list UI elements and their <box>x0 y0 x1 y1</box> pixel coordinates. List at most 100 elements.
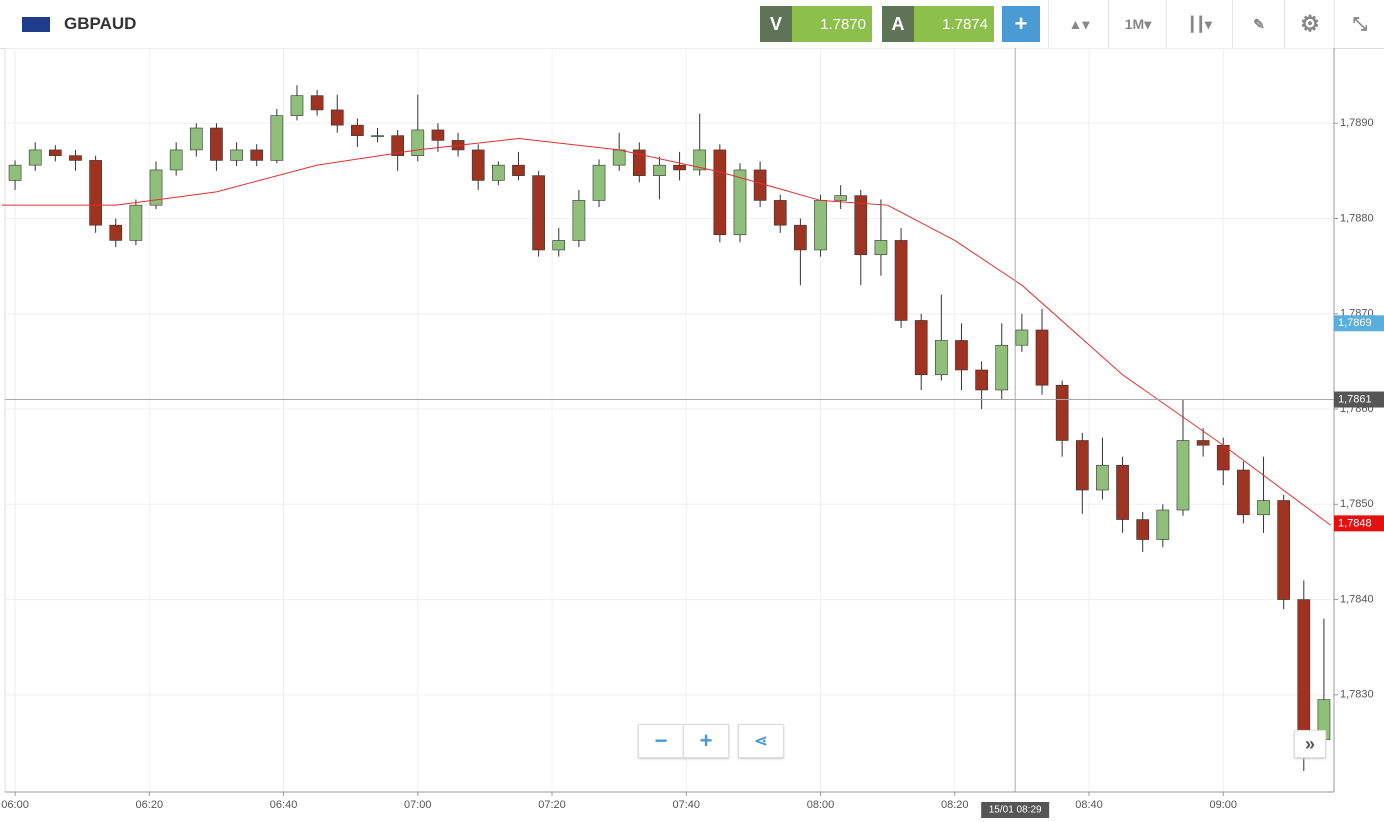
candle-body <box>1136 519 1150 540</box>
y-tick-label: 1,7890 <box>1340 117 1374 129</box>
buy-price: 1.7874 <box>914 6 994 42</box>
candle-body <box>834 195 847 201</box>
plot-area <box>4 48 1335 793</box>
candle-body <box>612 149 626 166</box>
candle-body <box>693 149 707 171</box>
symbol: GBPAUD <box>64 14 137 33</box>
candle-body <box>854 195 868 256</box>
candle-body <box>89 160 102 226</box>
candle-body <box>1015 329 1029 346</box>
candle-body <box>169 149 183 171</box>
share[interactable]: ⋖ <box>738 724 784 758</box>
scroll-end[interactable]: » <box>1294 730 1326 758</box>
x-tick-label: 08:40 <box>1075 799 1103 811</box>
candle-body <box>1257 500 1270 516</box>
chart-type-tool[interactable]: ▲▾ <box>1048 0 1109 48</box>
candle-body <box>69 155 82 161</box>
candle-body <box>733 169 747 236</box>
x-tick-label: 09:00 <box>1209 799 1237 811</box>
zoom-out[interactable]: − <box>638 724 684 758</box>
candle-body <box>491 164 505 181</box>
candle-body <box>270 115 284 161</box>
crosshair-x-label: 15/01 08:29 <box>989 805 1042 816</box>
x-tick-label: 08:00 <box>807 799 835 811</box>
candle-body <box>794 224 807 251</box>
x-tick-label: 07:40 <box>673 799 701 811</box>
candle-body <box>1237 469 1250 516</box>
price-badge <box>1334 391 1384 408</box>
price-badge <box>1334 515 1384 532</box>
draw-tool[interactable]: ✎ <box>1232 0 1285 48</box>
x-tick-label: 06:00 <box>1 799 29 811</box>
x-tick-label: 06:40 <box>270 799 298 811</box>
candle-body <box>149 169 163 206</box>
candle-body <box>914 320 928 376</box>
flag-icon <box>22 17 50 32</box>
candle-body <box>572 200 586 241</box>
x-tick-label: 06:20 <box>136 799 164 811</box>
candle-body <box>1176 440 1190 511</box>
candle-body <box>109 224 123 241</box>
candle-body <box>934 340 948 376</box>
candle-tool[interactable]: ┃┃▾ <box>1166 0 1233 48</box>
candle-body <box>653 164 666 176</box>
x-tick-label: 07:00 <box>404 799 432 811</box>
candle-body <box>532 175 545 251</box>
candle-body <box>471 149 485 181</box>
candle-body <box>48 149 62 156</box>
candle-body <box>28 149 42 166</box>
price-badge-label: 1,7861 <box>1338 393 1372 405</box>
crosshair-x-badge <box>981 802 1050 818</box>
candle-body <box>129 204 143 241</box>
toolbar: GBPAUD V 1.7870 A 1.7874 + ▲▾ 1M ▾ ┃┃▾ ✎ ⚙ … <box>0 0 1384 49</box>
candle-body <box>371 135 384 137</box>
candle-body <box>1096 464 1109 491</box>
candle-body <box>189 127 203 151</box>
chart: 1,78301,78401,78501,78601,78701,78801,78… <box>1 48 1384 818</box>
candle-body <box>773 200 787 226</box>
candle-body <box>411 129 425 156</box>
sell-label: V <box>760 6 792 42</box>
price-badge <box>1334 315 1384 332</box>
candle-body <box>310 95 324 111</box>
crosshair-tool[interactable]: + <box>1002 6 1040 42</box>
price-badge-label: 1,7848 <box>1338 517 1372 529</box>
candle-body <box>290 95 304 116</box>
sell-button[interactable]: V 1.7870 <box>760 6 872 42</box>
candle-body <box>210 127 223 161</box>
candle-body <box>632 149 646 176</box>
candle-body <box>1277 500 1290 600</box>
candle-body <box>874 240 888 256</box>
zoom-in[interactable]: + <box>683 724 729 758</box>
candle-body <box>1116 464 1129 520</box>
settings-tool[interactable]: ⚙ <box>1284 0 1335 48</box>
x-tick-label: 07:20 <box>538 799 566 811</box>
candle-body <box>713 149 727 236</box>
candle-body <box>1156 509 1170 540</box>
candle-body <box>1297 599 1311 740</box>
buy-label: A <box>882 6 914 42</box>
buy-button[interactable]: A 1.7874 <box>882 6 994 42</box>
candle-body <box>391 135 405 156</box>
candle-body <box>753 169 767 201</box>
price-badge-label: 1,7869 <box>1338 317 1372 329</box>
candle-body <box>975 369 988 391</box>
y-tick-label: 1,7850 <box>1340 498 1374 510</box>
timeframe-tool[interactable]: 1M ▾ <box>1108 0 1167 48</box>
candle-body <box>512 164 525 176</box>
candle-body <box>250 149 264 161</box>
candle-body <box>592 164 606 201</box>
x-tick-label: 08:20 <box>941 799 969 811</box>
candle-body <box>673 164 686 171</box>
candle-body <box>1196 440 1210 446</box>
y-tick-label: 1,7830 <box>1340 689 1374 701</box>
sell-price: 1.7870 <box>792 6 872 42</box>
candle-body <box>431 129 445 141</box>
candle-body <box>995 344 1009 391</box>
candle-body <box>814 200 827 251</box>
moving-average <box>1 137 1331 526</box>
candle-body <box>8 164 22 181</box>
collapse-tool[interactable]: ⤡ <box>1334 0 1384 48</box>
timeframe: 1M <box>1124 16 1145 32</box>
